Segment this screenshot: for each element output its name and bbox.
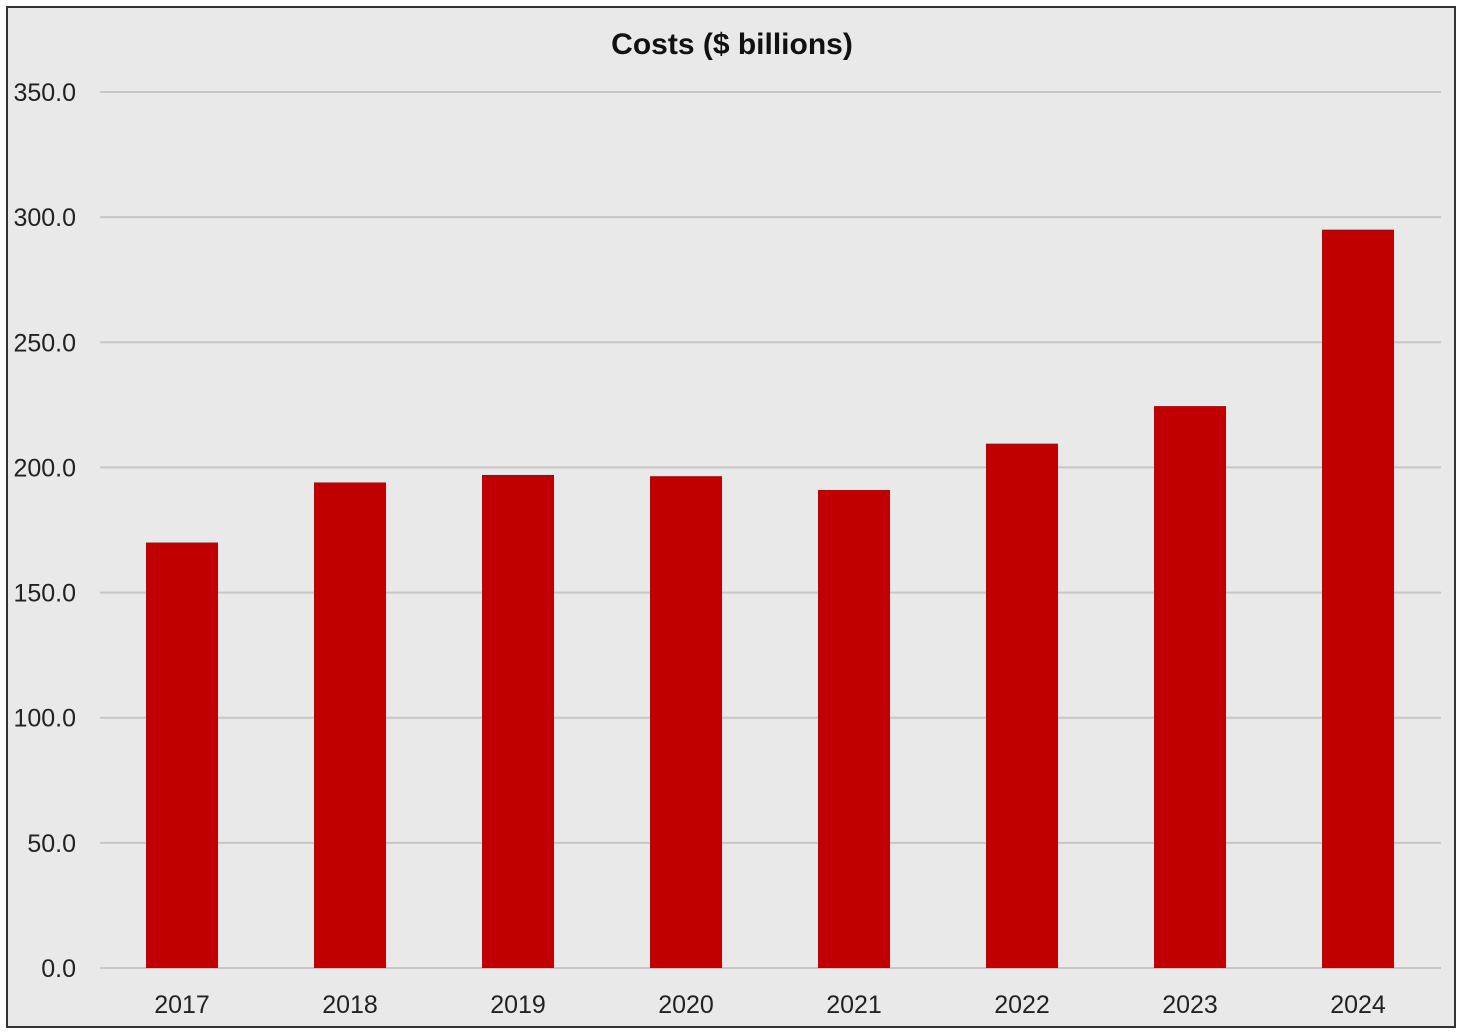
x-tick-label: 2018 <box>322 991 378 1019</box>
y-tick-label: 300.0 <box>13 204 76 232</box>
bar-2023 <box>1154 406 1226 968</box>
y-tick-label: 250.0 <box>13 329 76 357</box>
x-axis-ticks: 2017 2018 2019 2020 2021 2022 2023 2024 <box>154 991 1386 1019</box>
x-tick-label: 2022 <box>994 991 1050 1019</box>
bar-2017 <box>146 542 218 968</box>
x-tick-label: 2020 <box>658 991 714 1019</box>
gridlines <box>100 91 1441 969</box>
bar-2018 <box>314 482 386 968</box>
y-tick-label: 200.0 <box>13 454 76 482</box>
chart-frame: Costs ($ billions) 0.0 50.0 100.0 150.0 200.… <box>6 6 1456 1028</box>
x-tick-label: 2023 <box>1162 991 1218 1019</box>
y-tick-label: 150.0 <box>13 580 76 608</box>
y-tick-label: 350.0 <box>13 79 76 107</box>
x-tick-label: 2021 <box>826 991 882 1019</box>
bar-2019 <box>482 474 554 968</box>
bar-2020 <box>650 476 722 968</box>
x-tick-label: 2019 <box>490 991 546 1019</box>
bar-2021 <box>818 489 890 968</box>
y-tick-label: 0.0 <box>41 955 76 983</box>
x-tick-label: 2024 <box>1330 991 1386 1019</box>
bar-chart: Costs ($ billions) 0.0 50.0 100.0 150.0 200.… <box>13 28 1441 1019</box>
y-tick-label: 100.0 <box>13 705 76 733</box>
bar-2024 <box>1322 229 1394 968</box>
x-tick-label: 2017 <box>154 991 210 1019</box>
y-axis-ticks: 0.0 50.0 100.0 150.0 200.0 250.0 300.0 350.0 <box>13 79 76 983</box>
bars <box>146 229 1394 968</box>
y-tick-label: 50.0 <box>27 830 76 858</box>
bar-2022 <box>986 443 1058 968</box>
chart-title: Costs ($ billions) <box>611 28 853 61</box>
